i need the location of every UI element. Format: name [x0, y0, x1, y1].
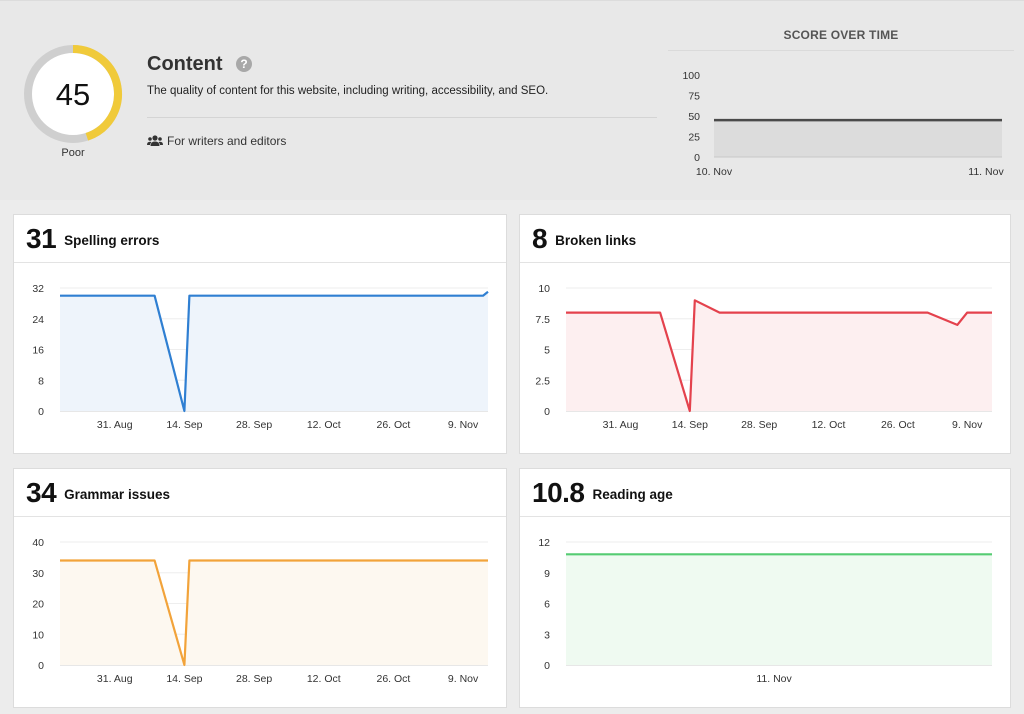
- x-tick-label: 11. Nov: [756, 673, 792, 685]
- score-over-time-chart: 100 75 50 25 0 10. Nov 11. Nov: [682, 70, 1005, 178]
- y-tick-label: 0: [694, 152, 700, 164]
- x-tick-label: 28. Sep: [236, 673, 272, 685]
- x-tick-label: 10. Nov: [696, 166, 733, 178]
- y-tick-label: 12: [538, 537, 550, 549]
- question-circle-icon[interactable]: ?: [236, 56, 252, 72]
- section-title: Content: [147, 53, 223, 75]
- x-tick-label: 14. Sep: [166, 673, 202, 685]
- users-icon: [147, 135, 163, 146]
- y-tick-label: 24: [32, 314, 44, 326]
- card-header: 10.8 Reading age: [520, 469, 1010, 517]
- x-tick-label: 14. Sep: [166, 419, 202, 431]
- grammar-issues-chart: 40 30 20 10 0 31. Aug 14. Sep 28. Sep 12. Oct 26.…: [32, 537, 488, 685]
- reading-age-chart: 12 9 6 3 0 11. Nov: [538, 537, 992, 685]
- x-tick-label: 12. Oct: [307, 419, 341, 431]
- x-tick-label: 31. Aug: [97, 673, 133, 685]
- y-tick-label: 10: [538, 283, 550, 295]
- x-tick-label: 28. Sep: [741, 419, 777, 431]
- score-rating: Poor: [61, 147, 85, 159]
- y-tick-label: 20: [32, 599, 44, 611]
- gauge-progress-arc: [72, 45, 122, 141]
- y-tick-label: 9: [544, 568, 550, 580]
- y-tick-label: 32: [32, 283, 44, 295]
- y-tick-label: 0: [38, 406, 44, 418]
- x-tick-label: 9. Nov: [448, 419, 479, 431]
- reading-age-card[interactable]: 10.8 Reading age 12 9 6 3 0 11. Nov: [519, 468, 1011, 708]
- series-line: [60, 290, 489, 413]
- y-tick-label: 16: [32, 345, 44, 357]
- series-area: [566, 554, 992, 665]
- grammar-issues-label: Grammar issues: [64, 487, 170, 502]
- card-header: 31 Spelling errors: [14, 215, 506, 263]
- x-tick-label: 12. Oct: [812, 419, 846, 431]
- score-area: [714, 120, 1002, 157]
- spelling-errors-count: 31: [26, 222, 57, 254]
- reading-age-value: 10.8: [532, 476, 585, 508]
- y-tick-label: 0: [544, 406, 550, 418]
- y-tick-label: 75: [688, 91, 700, 103]
- grammar-issues-card[interactable]: 34 Grammar issues 40 30 20 10 0 31. Aug 14. Se…: [13, 468, 507, 708]
- y-tick-label: 2.5: [535, 375, 550, 387]
- x-tick-label: 31. Aug: [603, 419, 639, 431]
- broken-links-label: Broken links: [555, 233, 637, 248]
- card-header: 34 Grammar issues: [14, 469, 506, 517]
- card-header: 8 Broken links: [520, 215, 1010, 263]
- score-over-time-title: SCORE OVER TIME: [783, 28, 899, 42]
- x-tick-label: 14. Sep: [672, 419, 708, 431]
- y-tick-label: 25: [688, 132, 700, 144]
- y-tick-label: 0: [38, 660, 44, 672]
- y-tick-label: 10: [32, 629, 44, 641]
- audience-tag: For writers and editors: [147, 134, 286, 148]
- spelling-errors-label: Spelling errors: [64, 233, 160, 248]
- x-axis-ticks: 11. Nov: [756, 673, 792, 685]
- y-tick-label: 7.5: [535, 314, 550, 326]
- x-axis-ticks: 31. Aug 14. Sep 28. Sep 12. Oct 26. Oct 9. No…: [97, 673, 479, 685]
- score-value: 45: [56, 77, 90, 112]
- grammar-issues-count: 34: [26, 476, 57, 508]
- y-axis-ticks: 100 75 50 25 0: [682, 70, 700, 164]
- x-tick-label: 26. Oct: [377, 673, 411, 685]
- y-tick-label: 3: [544, 629, 550, 641]
- y-tick-label: 30: [32, 568, 44, 580]
- divider: [668, 50, 1014, 51]
- divider: [147, 117, 657, 118]
- x-tick-label: 9. Nov: [952, 419, 983, 431]
- score-gauge: 45: [24, 45, 122, 143]
- x-tick-label: 26. Oct: [881, 419, 915, 431]
- broken-links-card[interactable]: 8 Broken links 10 7.5 5 2.5 0 31. Aug 14. Sep 2…: [519, 214, 1011, 454]
- audience-label: For writers and editors: [167, 134, 287, 148]
- x-tick-label: 9. Nov: [448, 673, 479, 685]
- x-axis-ticks: 31. Aug 14. Sep 28. Sep 12. Oct 26. Oct 9. No…: [97, 419, 479, 431]
- spelling-errors-chart: 32 24 16 8 0 31. Aug 14. Sep 28. Sep 12. Oct 26. …: [32, 283, 489, 431]
- x-axis-ticks: 31. Aug 14. Sep 28. Sep 12. Oct 26. Oct 9. No…: [603, 419, 983, 431]
- y-tick-label: 40: [32, 537, 44, 549]
- broken-links-chart: 10 7.5 5 2.5 0 31. Aug 14. Sep 28. Sep 12. Oct 26…: [535, 283, 992, 431]
- y-tick-label: 8: [38, 375, 44, 387]
- x-tick-label: 31. Aug: [97, 419, 133, 431]
- x-tick-label: 11. Nov: [968, 166, 1004, 178]
- series-line: [60, 559, 488, 667]
- content-summary-panel: 45 Poor Content ? The quality of content…: [0, 0, 1024, 200]
- y-tick-label: 6: [544, 599, 550, 611]
- x-axis-ticks: 10. Nov 11. Nov: [696, 166, 1005, 178]
- x-tick-label: 12. Oct: [307, 673, 341, 685]
- series-area: [60, 560, 488, 665]
- spelling-errors-card[interactable]: 31 Spelling errors 32 24 16 8 0 31. Aug 14. Se…: [13, 214, 507, 454]
- series-line: [566, 299, 992, 413]
- series-area: [566, 300, 992, 411]
- broken-links-count: 8: [532, 222, 548, 254]
- y-tick-label: 0: [544, 660, 550, 672]
- y-tick-label: 50: [688, 111, 700, 123]
- series-area: [60, 291, 488, 411]
- x-tick-label: 28. Sep: [236, 419, 272, 431]
- x-tick-label: 26. Oct: [377, 419, 411, 431]
- section-description: The quality of content for this website,…: [147, 85, 549, 97]
- reading-age-label: Reading age: [592, 487, 673, 502]
- y-tick-label: 5: [544, 345, 550, 357]
- y-tick-label: 100: [682, 70, 700, 82]
